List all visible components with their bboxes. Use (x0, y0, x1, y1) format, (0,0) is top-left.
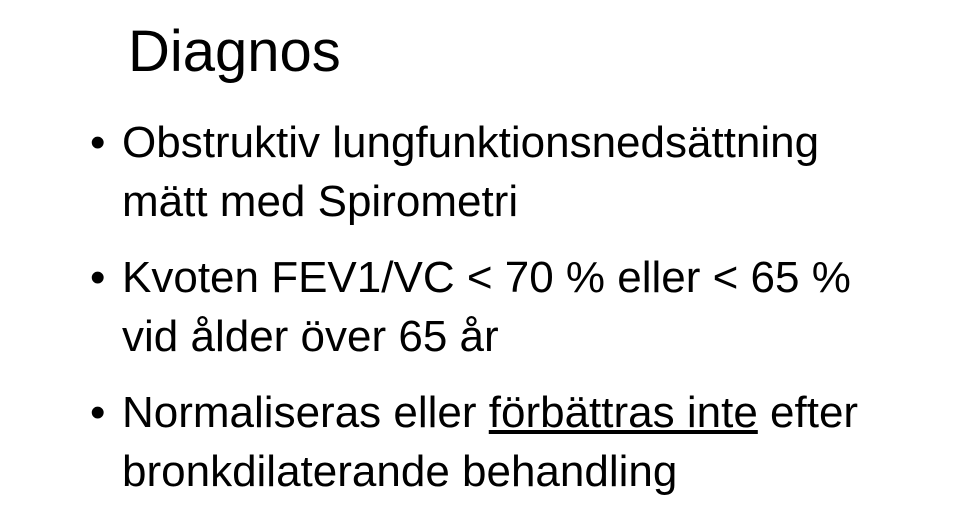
slide: Diagnos Obstruktiv lungfunktionsnedsättn… (0, 0, 960, 518)
bullet-list: Obstruktiv lungfunktionsnedsättning mätt… (90, 113, 900, 501)
bullet-text: Obstruktiv lungfunktionsnedsättning mätt… (122, 118, 819, 226)
bullet-text: Kvoten FEV1/VC < 70 % eller < 65 % vid å… (122, 253, 851, 361)
bullet-item: Kvoten FEV1/VC < 70 % eller < 65 % vid å… (90, 248, 900, 367)
bullet-item: Normaliseras eller förbättras inte efter… (90, 383, 900, 502)
bullet-text-underline: förbättras inte (489, 388, 758, 437)
slide-title: Diagnos (128, 18, 900, 85)
bullet-item: Obstruktiv lungfunktionsnedsättning mätt… (90, 113, 900, 232)
bullet-text-prefix: Normaliseras eller (122, 388, 489, 437)
